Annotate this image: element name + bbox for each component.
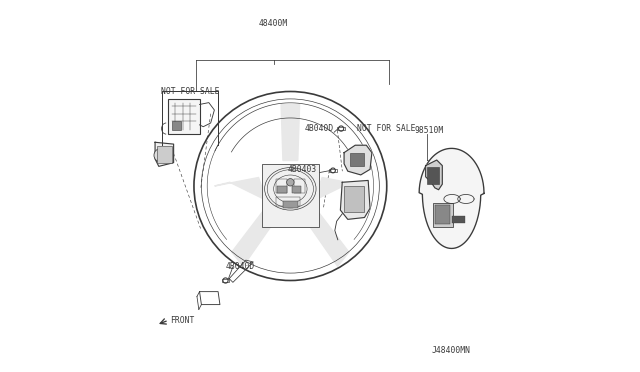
Bar bbox=[294, 179, 305, 193]
Polygon shape bbox=[419, 148, 484, 248]
Polygon shape bbox=[314, 177, 366, 200]
Polygon shape bbox=[214, 177, 266, 200]
Text: FRONT: FRONT bbox=[170, 316, 195, 325]
Circle shape bbox=[287, 179, 294, 186]
Bar bbox=[292, 186, 301, 193]
Polygon shape bbox=[426, 160, 442, 190]
Text: 48400M: 48400M bbox=[259, 19, 288, 28]
Bar bbox=[276, 197, 300, 206]
Bar bbox=[157, 146, 172, 163]
Text: 98510M: 98510M bbox=[415, 126, 444, 135]
Bar bbox=[433, 203, 453, 227]
Polygon shape bbox=[340, 180, 370, 219]
Polygon shape bbox=[300, 203, 349, 266]
Text: 4B0403: 4B0403 bbox=[288, 165, 317, 174]
Bar bbox=[344, 186, 364, 212]
Text: NOT FOR SALE: NOT FOR SALE bbox=[161, 87, 220, 96]
Bar bbox=[349, 153, 364, 166]
Text: 4B040D: 4B040D bbox=[305, 124, 334, 133]
Bar bbox=[428, 167, 438, 184]
Bar bbox=[262, 164, 319, 227]
Bar bbox=[435, 205, 450, 224]
Polygon shape bbox=[281, 105, 300, 160]
Circle shape bbox=[154, 148, 167, 162]
Polygon shape bbox=[344, 145, 372, 175]
Bar bbox=[221, 279, 229, 282]
Text: J48400MN: J48400MN bbox=[431, 346, 470, 355]
Bar bbox=[283, 201, 298, 208]
Polygon shape bbox=[155, 142, 173, 166]
Polygon shape bbox=[232, 203, 281, 266]
Text: 4B040D: 4B040D bbox=[225, 262, 255, 271]
Bar bbox=[168, 99, 200, 134]
Bar bbox=[277, 186, 287, 193]
Bar bbox=[276, 179, 287, 193]
Bar bbox=[337, 127, 345, 130]
Bar bbox=[452, 216, 465, 223]
Bar bbox=[172, 121, 181, 131]
Text: NOT FOR SALE: NOT FOR SALE bbox=[357, 124, 415, 133]
Bar bbox=[330, 169, 337, 171]
